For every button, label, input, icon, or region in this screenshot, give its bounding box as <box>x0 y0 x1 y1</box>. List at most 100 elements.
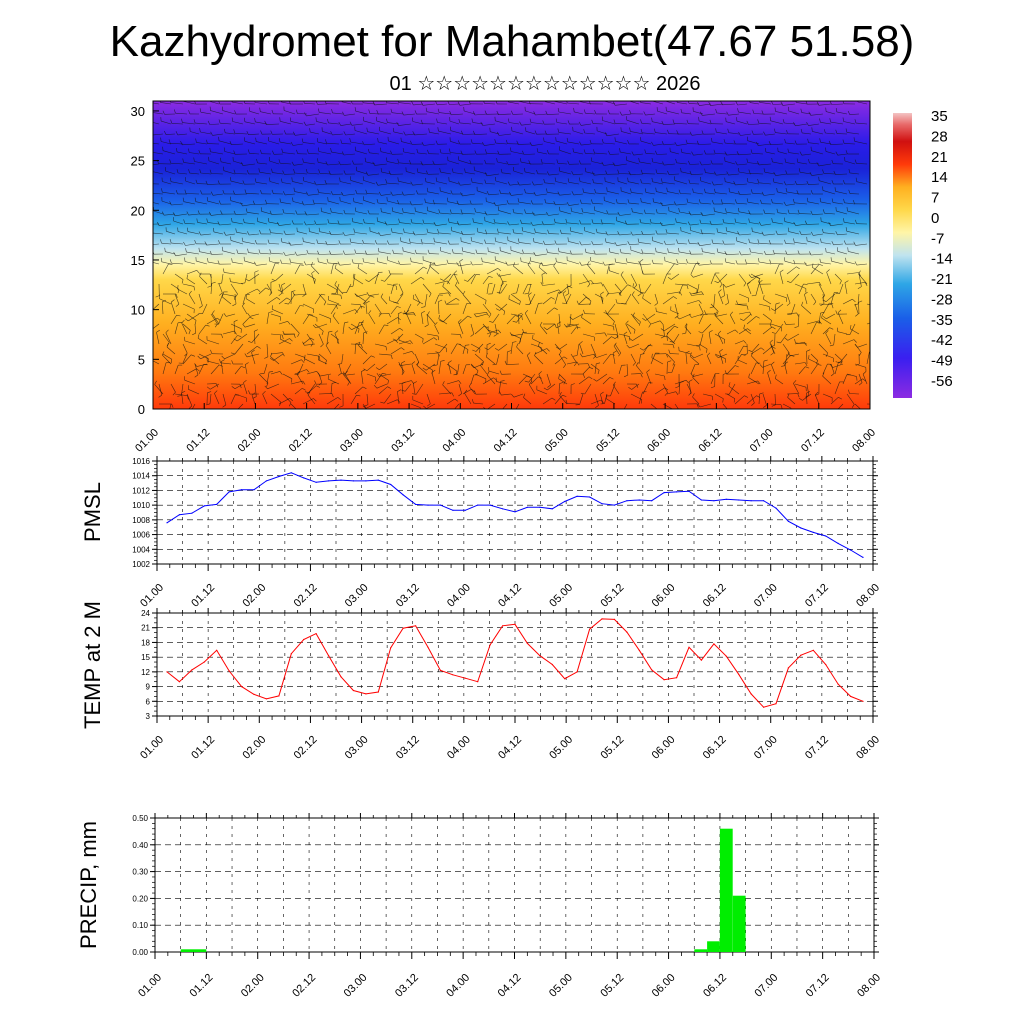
data-point <box>564 678 566 680</box>
data-point <box>377 479 379 481</box>
xtick-label: 06.00 <box>650 972 678 1000</box>
data-point <box>626 631 628 633</box>
colorbar-label: -28 <box>931 291 953 308</box>
data-point <box>526 642 529 645</box>
pmsl-ylabel: PMSL <box>80 482 105 542</box>
xtick-label: 02.00 <box>239 972 267 1000</box>
temp-grid <box>156 612 874 717</box>
precip-bars <box>180 828 746 952</box>
data-point <box>750 500 752 502</box>
data-point <box>477 504 479 506</box>
colorbar: 35 28 21 14 7 0 -7 -14 -21 -28 -35 -42 -49 -56 <box>893 108 953 398</box>
data-point <box>502 625 504 627</box>
data-point <box>315 633 317 635</box>
xtick-label: 03.00 <box>343 734 371 762</box>
data-point <box>539 506 541 508</box>
xtick-label: 05.12 <box>598 972 626 1000</box>
ytick-label: 1006 <box>132 531 150 540</box>
colorbar-label: 14 <box>931 169 948 186</box>
data-point <box>676 491 678 493</box>
precip-bar <box>193 949 207 952</box>
cross-section-xtick-label: 07.00 <box>748 427 776 455</box>
ytick-label: 1002 <box>132 560 150 569</box>
ytick-label: 1008 <box>132 516 150 525</box>
data-point <box>464 509 466 511</box>
colorbar-labels: 35 28 21 14 7 0 -7 -14 -21 -28 -35 -42 -49 -56 <box>931 108 953 390</box>
cross-section-xtick-label: 07.12 <box>799 427 827 455</box>
data-point <box>651 500 653 502</box>
colorbar-label: -56 <box>931 373 953 390</box>
ytick-label: 0.30 <box>132 868 148 877</box>
xtick-label: 06.12 <box>701 734 729 762</box>
data-point <box>340 676 342 678</box>
data-point <box>613 618 616 621</box>
data-point <box>862 700 864 702</box>
data-point <box>551 508 553 510</box>
colorbar-label: 28 <box>931 128 948 145</box>
xtick-label: 04.12 <box>496 734 524 762</box>
data-point <box>216 649 218 651</box>
xtick-label: 01.12 <box>188 972 216 1000</box>
xtick-label: 08.00 <box>854 734 882 762</box>
data-point <box>402 627 404 629</box>
cross-section-xtick-label: 04.12 <box>492 427 520 455</box>
data-point <box>402 494 404 496</box>
ytick-label: 15 <box>141 653 150 662</box>
data-point <box>502 508 504 510</box>
data-point <box>700 499 703 501</box>
cross-section-xtick-label: 02.00 <box>236 427 264 455</box>
data-point <box>763 500 765 502</box>
data-point <box>203 661 205 663</box>
colorbar-label: -21 <box>931 271 953 288</box>
precip-panel: 01.00 01.12 02.00 02.12 03.00 03.12 04.00 04.12… <box>76 813 883 1000</box>
cross-section-xtick-label: 01.12 <box>184 427 212 455</box>
xtick-label: 07.00 <box>752 972 780 1000</box>
precip-bar <box>694 949 708 952</box>
xtick-label: 05.12 <box>598 582 626 610</box>
xtick-label: 03.00 <box>342 972 370 1000</box>
data-point <box>663 492 665 494</box>
colorbar-label: -7 <box>931 230 944 247</box>
data-point <box>427 646 429 648</box>
data-point <box>825 663 827 666</box>
data-point <box>427 504 429 506</box>
data-point <box>663 679 665 681</box>
data-point <box>390 647 392 649</box>
data-point <box>775 507 777 509</box>
colorbar-ramp <box>893 113 912 398</box>
xtick-label: 08.00 <box>855 972 883 1000</box>
data-point <box>750 693 752 695</box>
data-point <box>725 498 727 500</box>
data-point <box>303 638 305 641</box>
data-point <box>539 655 541 657</box>
data-point <box>850 695 852 698</box>
xtick-label: 06.12 <box>701 582 729 610</box>
data-point <box>825 535 827 537</box>
data-point <box>253 489 255 491</box>
data-point <box>328 480 330 482</box>
pmsl-frame <box>156 460 874 565</box>
xtick-label: 01.12 <box>189 734 217 762</box>
cross-section-xtick-label: 02.12 <box>287 427 315 455</box>
data-point <box>415 503 417 505</box>
cross-section-xtick-label: 06.00 <box>645 427 673 455</box>
data-point <box>601 503 603 505</box>
cross-section-ytick-label: 15 <box>131 253 145 268</box>
chart-title: Kazhydromet for Mahambet(47.67 51.58) <box>109 17 915 66</box>
xtick-label: 07.00 <box>752 582 780 610</box>
data-point <box>514 511 516 513</box>
precip-grid <box>154 817 875 953</box>
data-point <box>253 693 255 696</box>
data-point <box>477 681 479 683</box>
data-point <box>228 491 230 493</box>
data-point <box>464 677 466 679</box>
xtick-label: 06.00 <box>650 734 678 762</box>
xtick-label: 02.12 <box>290 972 318 1000</box>
data-point <box>489 644 491 646</box>
data-point <box>589 496 591 498</box>
data-point <box>551 663 553 666</box>
data-point <box>265 698 267 700</box>
cross-section-xtick-label: 05.12 <box>594 427 622 455</box>
data-point <box>713 500 715 502</box>
colorbar-label: -35 <box>931 312 953 329</box>
